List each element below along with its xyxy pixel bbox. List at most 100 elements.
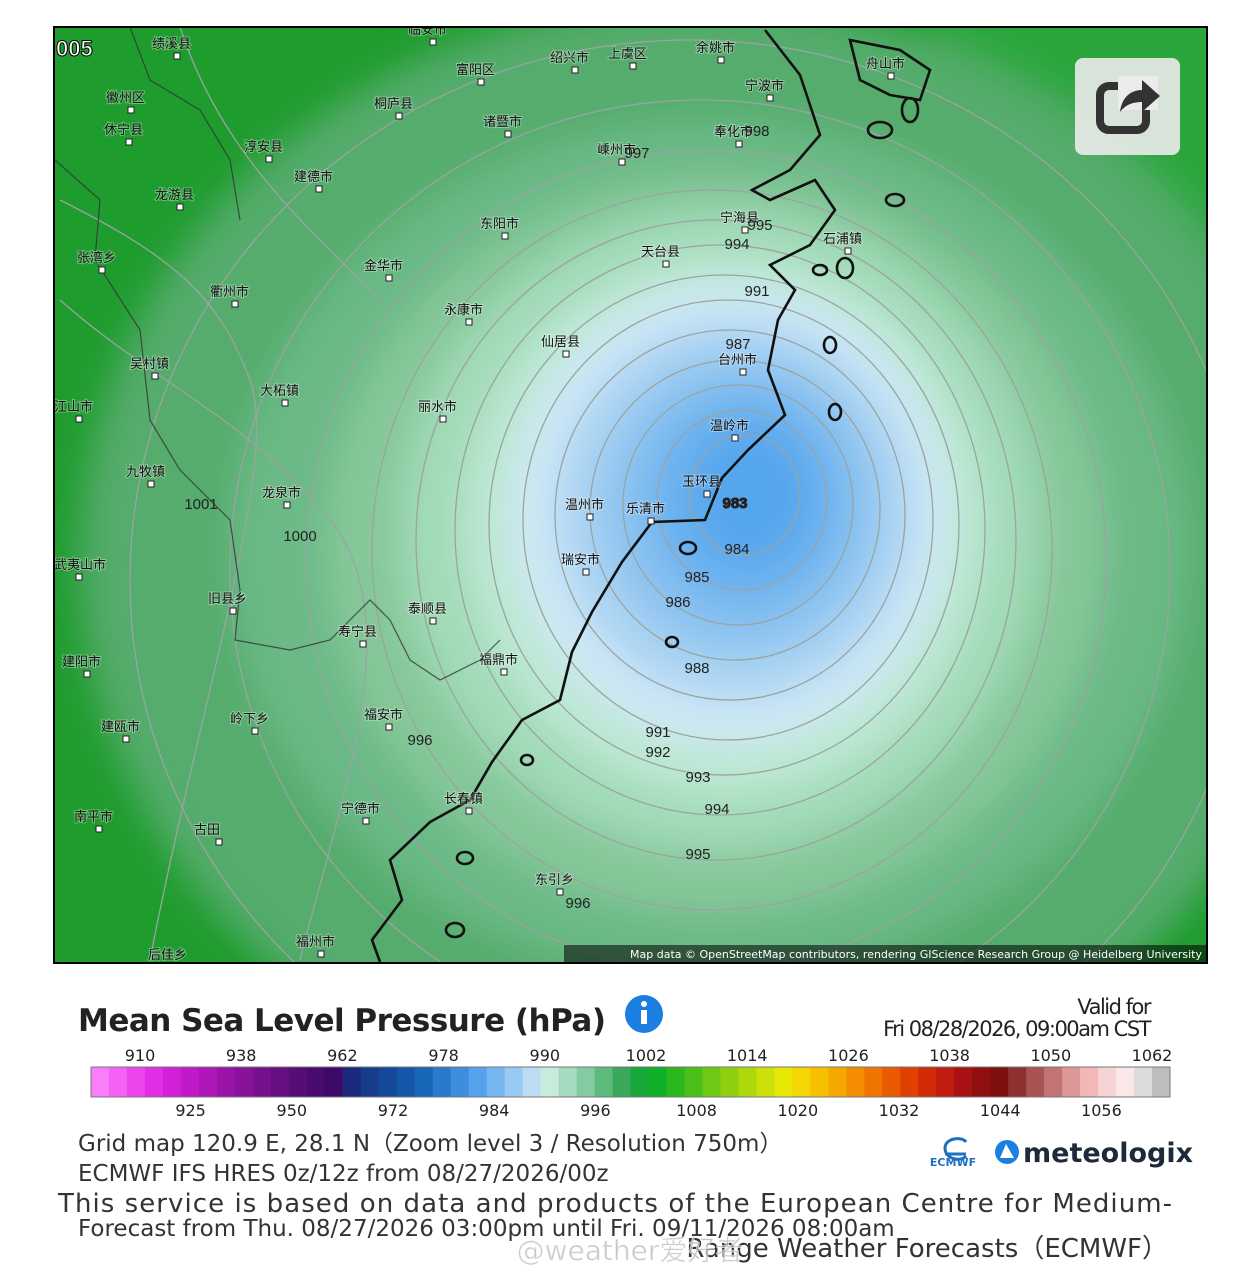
city-marker [504, 130, 512, 138]
colorbar-cell [612, 1067, 631, 1097]
colorbar-cell [1116, 1067, 1135, 1097]
isobar-label-layer: 983 984 985 986 988 991 992 993 994 995 996 996 1000… [184, 123, 772, 912]
colorbar-cell [1062, 1067, 1081, 1097]
city-marker [703, 490, 711, 498]
city-marker [556, 888, 564, 896]
city-marker [127, 106, 135, 114]
colorbar-cell [792, 1067, 811, 1097]
city-label: 永康市 [444, 302, 483, 318]
colorbar-cell [270, 1067, 290, 1097]
isobar-label: 994 [724, 236, 749, 253]
city-marker [83, 670, 91, 678]
city-label: 瑞安市 [561, 552, 600, 568]
colorbar-cell [810, 1067, 829, 1097]
colorbar-top-tick-label: 962 [327, 1046, 358, 1065]
colorbar-bottom-tick-label: 996 [580, 1101, 611, 1120]
legend-title: Mean Sea Level Pressure (hPa) [78, 1003, 606, 1039]
isobar-label: 991 [645, 724, 670, 741]
colorbar-cell [91, 1067, 110, 1097]
city-marker [571, 66, 579, 74]
city-marker [477, 78, 485, 86]
city-label: 龙游县 [155, 188, 194, 203]
colorbar-top-tick-label: 910 [125, 1046, 156, 1065]
city-marker [501, 232, 509, 240]
pressure-field [80, 27, 1207, 963]
colorbar-cell [1080, 1067, 1099, 1097]
colorbar-cell [1134, 1067, 1153, 1097]
colorbar-cell [126, 1067, 146, 1097]
city-marker [75, 415, 83, 423]
city-marker [586, 513, 594, 521]
colorbar-cell [1098, 1067, 1117, 1097]
city-label: 桐庐县 [374, 97, 413, 112]
city-marker [265, 155, 273, 163]
colorbar-frame [90, 1066, 1171, 1098]
city-marker [741, 226, 749, 234]
city-marker [887, 72, 895, 80]
colorbar-cell [288, 1067, 308, 1097]
isobar-label: 998 [744, 123, 769, 140]
city-label: 丽水市 [418, 399, 457, 415]
city-marker [362, 817, 370, 825]
city-label: 古田 [194, 823, 220, 838]
city-marker [439, 415, 447, 423]
city-marker [731, 434, 739, 442]
city-label: 泰顺县 [408, 602, 447, 617]
colorbar-top-tick-label: 1038 [929, 1046, 970, 1065]
footer-model: ECMWF IFS HRES 0z/12z from 08/27/2026/00… [78, 1161, 609, 1187]
colorbar-cell [486, 1067, 506, 1097]
city-label: 温岭市 [710, 418, 749, 434]
isobar-label: 997 [624, 145, 649, 162]
colorbar-cell [378, 1067, 398, 1097]
map-frame [53, 26, 1208, 964]
share-button[interactable] [1075, 58, 1180, 155]
colorbar-cell [1044, 1067, 1063, 1097]
city-marker [618, 158, 626, 166]
city-marker [176, 203, 184, 211]
attribution: Map data © OpenStreetMap contributors, r… [630, 948, 1202, 961]
isobar-label: 993 [685, 769, 710, 786]
isobar-label: 1001 [184, 496, 217, 513]
city-marker [315, 185, 323, 193]
city-label: 徽州区 [106, 91, 145, 106]
isobar-label: 1000 [283, 528, 316, 545]
ecmwf-logo: ECMWF [930, 1137, 976, 1169]
city-marker [75, 573, 83, 581]
colorbar-top-tick-label: 990 [530, 1046, 561, 1065]
colorbar-cell [180, 1067, 200, 1097]
info-button[interactable] [625, 995, 663, 1033]
colorbar-bottom-tick-label: 925 [175, 1101, 206, 1120]
colorbar-cell [702, 1067, 721, 1097]
city-label: 建阳市 [62, 654, 101, 670]
colorbar-cell [360, 1067, 380, 1097]
isobar-label: 988 [684, 660, 709, 677]
colorbar-cell [828, 1067, 847, 1097]
colorbar-cell [846, 1067, 865, 1097]
city-label: 嵊州市 [597, 142, 636, 158]
city-marker [359, 640, 367, 648]
valid-label: Valid for [1077, 995, 1152, 1019]
colorbar-cell [342, 1067, 362, 1097]
isobar-label: 984 [724, 541, 749, 558]
city-label: 台州市 [718, 352, 757, 368]
colorbar-bottom-tick-label: 1032 [879, 1101, 920, 1120]
colorbar-top-tick-label: 1014 [727, 1046, 768, 1065]
city-marker [500, 668, 508, 676]
city-marker [229, 607, 237, 615]
colorbar-bottom-tick-label: 984 [479, 1101, 510, 1120]
colorbar-top-tick-label: 1062 [1132, 1046, 1173, 1065]
colorbar-top-tick-label: 938 [226, 1046, 257, 1065]
city-label: 长春镇 [444, 792, 483, 807]
colorbar-cell [324, 1067, 344, 1097]
footer-forecast: Forecast from Thu. 08/27/2026 03:00pm un… [78, 1216, 895, 1242]
coastline [370, 29, 932, 963]
city-label: 大柘镇 [260, 384, 299, 399]
city-marker [562, 350, 570, 358]
city-label: 玉环县 [682, 475, 721, 490]
city-marker [647, 517, 655, 525]
city-label: 余姚市 [696, 40, 735, 56]
city-label: 后佳乡 [148, 948, 187, 963]
city-marker [125, 138, 133, 146]
footer-grid: Grid map 120.9 E, 28.1 N（Zoom level 3 / … [78, 1131, 782, 1157]
isobar-label: 985 [684, 569, 709, 586]
